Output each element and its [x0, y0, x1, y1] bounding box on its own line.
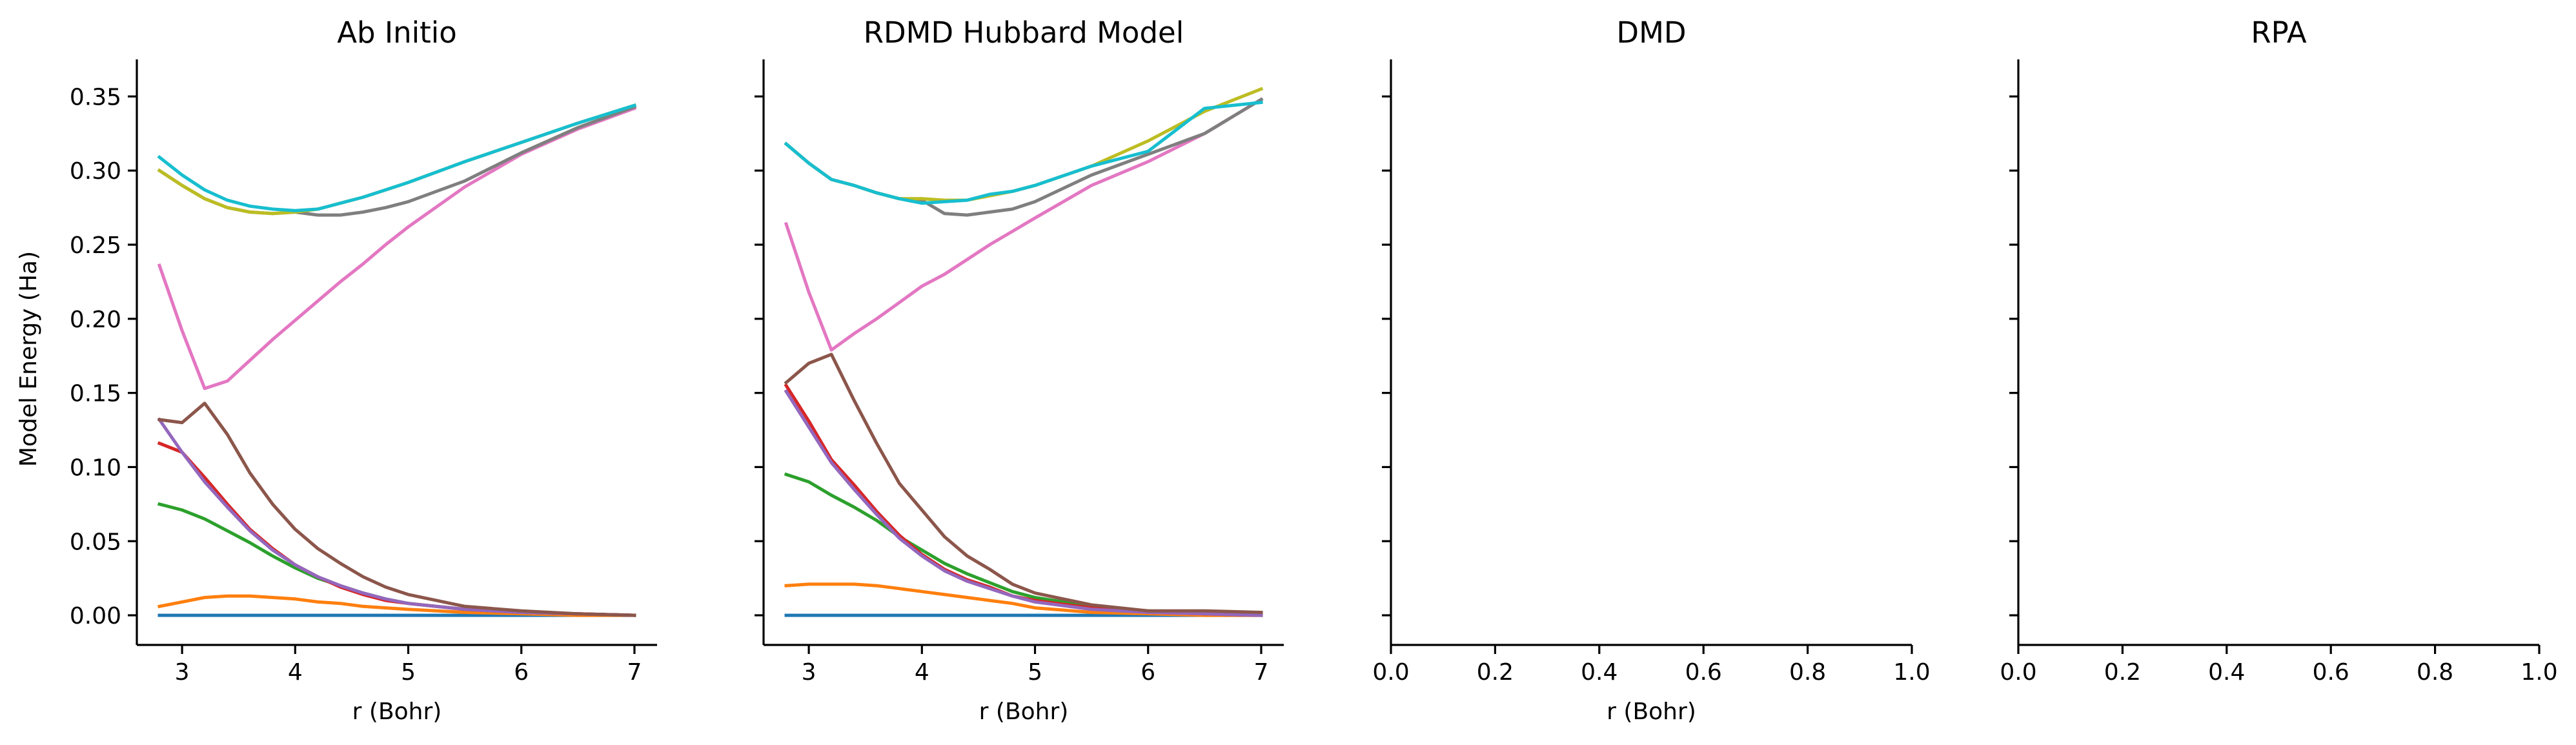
- x-tick-label: 0.8: [1789, 659, 1826, 686]
- x-tick-label: 6: [514, 659, 529, 686]
- series-line-10: [157, 103, 637, 212]
- x-tick-label: 0.6: [1685, 659, 1722, 686]
- panel-title: Ab Initio: [337, 15, 457, 50]
- x-tick-label: 6: [1141, 659, 1155, 686]
- y-tick-label: 0.15: [70, 381, 121, 407]
- y-tick-label: 0.05: [70, 529, 121, 555]
- series-line-5: [784, 389, 1263, 617]
- x-tick-label: 0.4: [1581, 659, 1618, 686]
- x-tick-label: 1.0: [2520, 659, 2557, 686]
- panel-2: 3 4 5 6 7 RDMD Hubbard Model r (Bohr): [755, 15, 1284, 725]
- x-tick-label: 4: [915, 659, 929, 686]
- series-line-2: [784, 582, 1263, 617]
- series-line-7: [157, 106, 637, 391]
- x-axis-label: r (Bohr): [979, 699, 1069, 725]
- x-tick-label: 0.4: [2208, 659, 2245, 686]
- series-line-10: [784, 100, 1263, 205]
- y-tick-label: 0.10: [70, 454, 121, 481]
- x-tick-label: 5: [1028, 659, 1042, 686]
- panel-3: 0.0 0.2 0.4 0.6 0.8 1.0 DMD r (Bohr): [1372, 15, 1930, 725]
- series-line-6: [157, 402, 636, 617]
- y-axis-label: Model Energy (Ha): [15, 251, 42, 467]
- y-tick-label: 0.35: [70, 84, 121, 110]
- x-tick-label: 0.2: [2104, 659, 2141, 686]
- x-tick-label: 1.0: [1893, 659, 1930, 686]
- y-tick-label: 0.25: [70, 232, 121, 259]
- x-tick-label: 0.2: [1477, 659, 1514, 686]
- x-tick-label: 5: [401, 659, 416, 686]
- y-tick-label: 0.30: [70, 158, 121, 185]
- panel-1: 0.00 0.05 0.10 0.15 0.20 0.25 0.30 0.35 3 4 5 6 7 Ab …: [70, 15, 657, 725]
- panel-title: RDMD Hubbard Model: [864, 15, 1184, 50]
- y-tick-label: 0.20: [70, 307, 121, 333]
- x-tick-label: 3: [175, 659, 190, 686]
- x-tick-label: 7: [627, 659, 642, 686]
- series-line-5: [157, 417, 636, 617]
- x-tick-label: 0.0: [2000, 659, 2036, 686]
- panel-title: RPA: [2251, 15, 2307, 50]
- series-line-2: [157, 594, 636, 617]
- panel-title: DMD: [1616, 15, 1686, 50]
- panel-4: 0.0 0.2 0.4 0.6 0.8 1.0 RPA: [2000, 15, 2557, 686]
- x-tick-label: 7: [1254, 659, 1269, 686]
- series-line-6: [784, 352, 1263, 615]
- x-tick-label: 3: [802, 659, 816, 686]
- x-tick-label: 0.8: [2417, 659, 2453, 686]
- y-tick-label: 0.00: [70, 603, 121, 629]
- x-tick-label: 0.0: [1372, 659, 1409, 686]
- x-axis-label: r (Bohr): [352, 699, 442, 725]
- x-tick-label: 0.6: [2313, 659, 2349, 686]
- x-tick-label: 4: [288, 659, 303, 686]
- x-axis-label: r (Bohr): [1607, 699, 1696, 725]
- series-line-7: [784, 97, 1264, 352]
